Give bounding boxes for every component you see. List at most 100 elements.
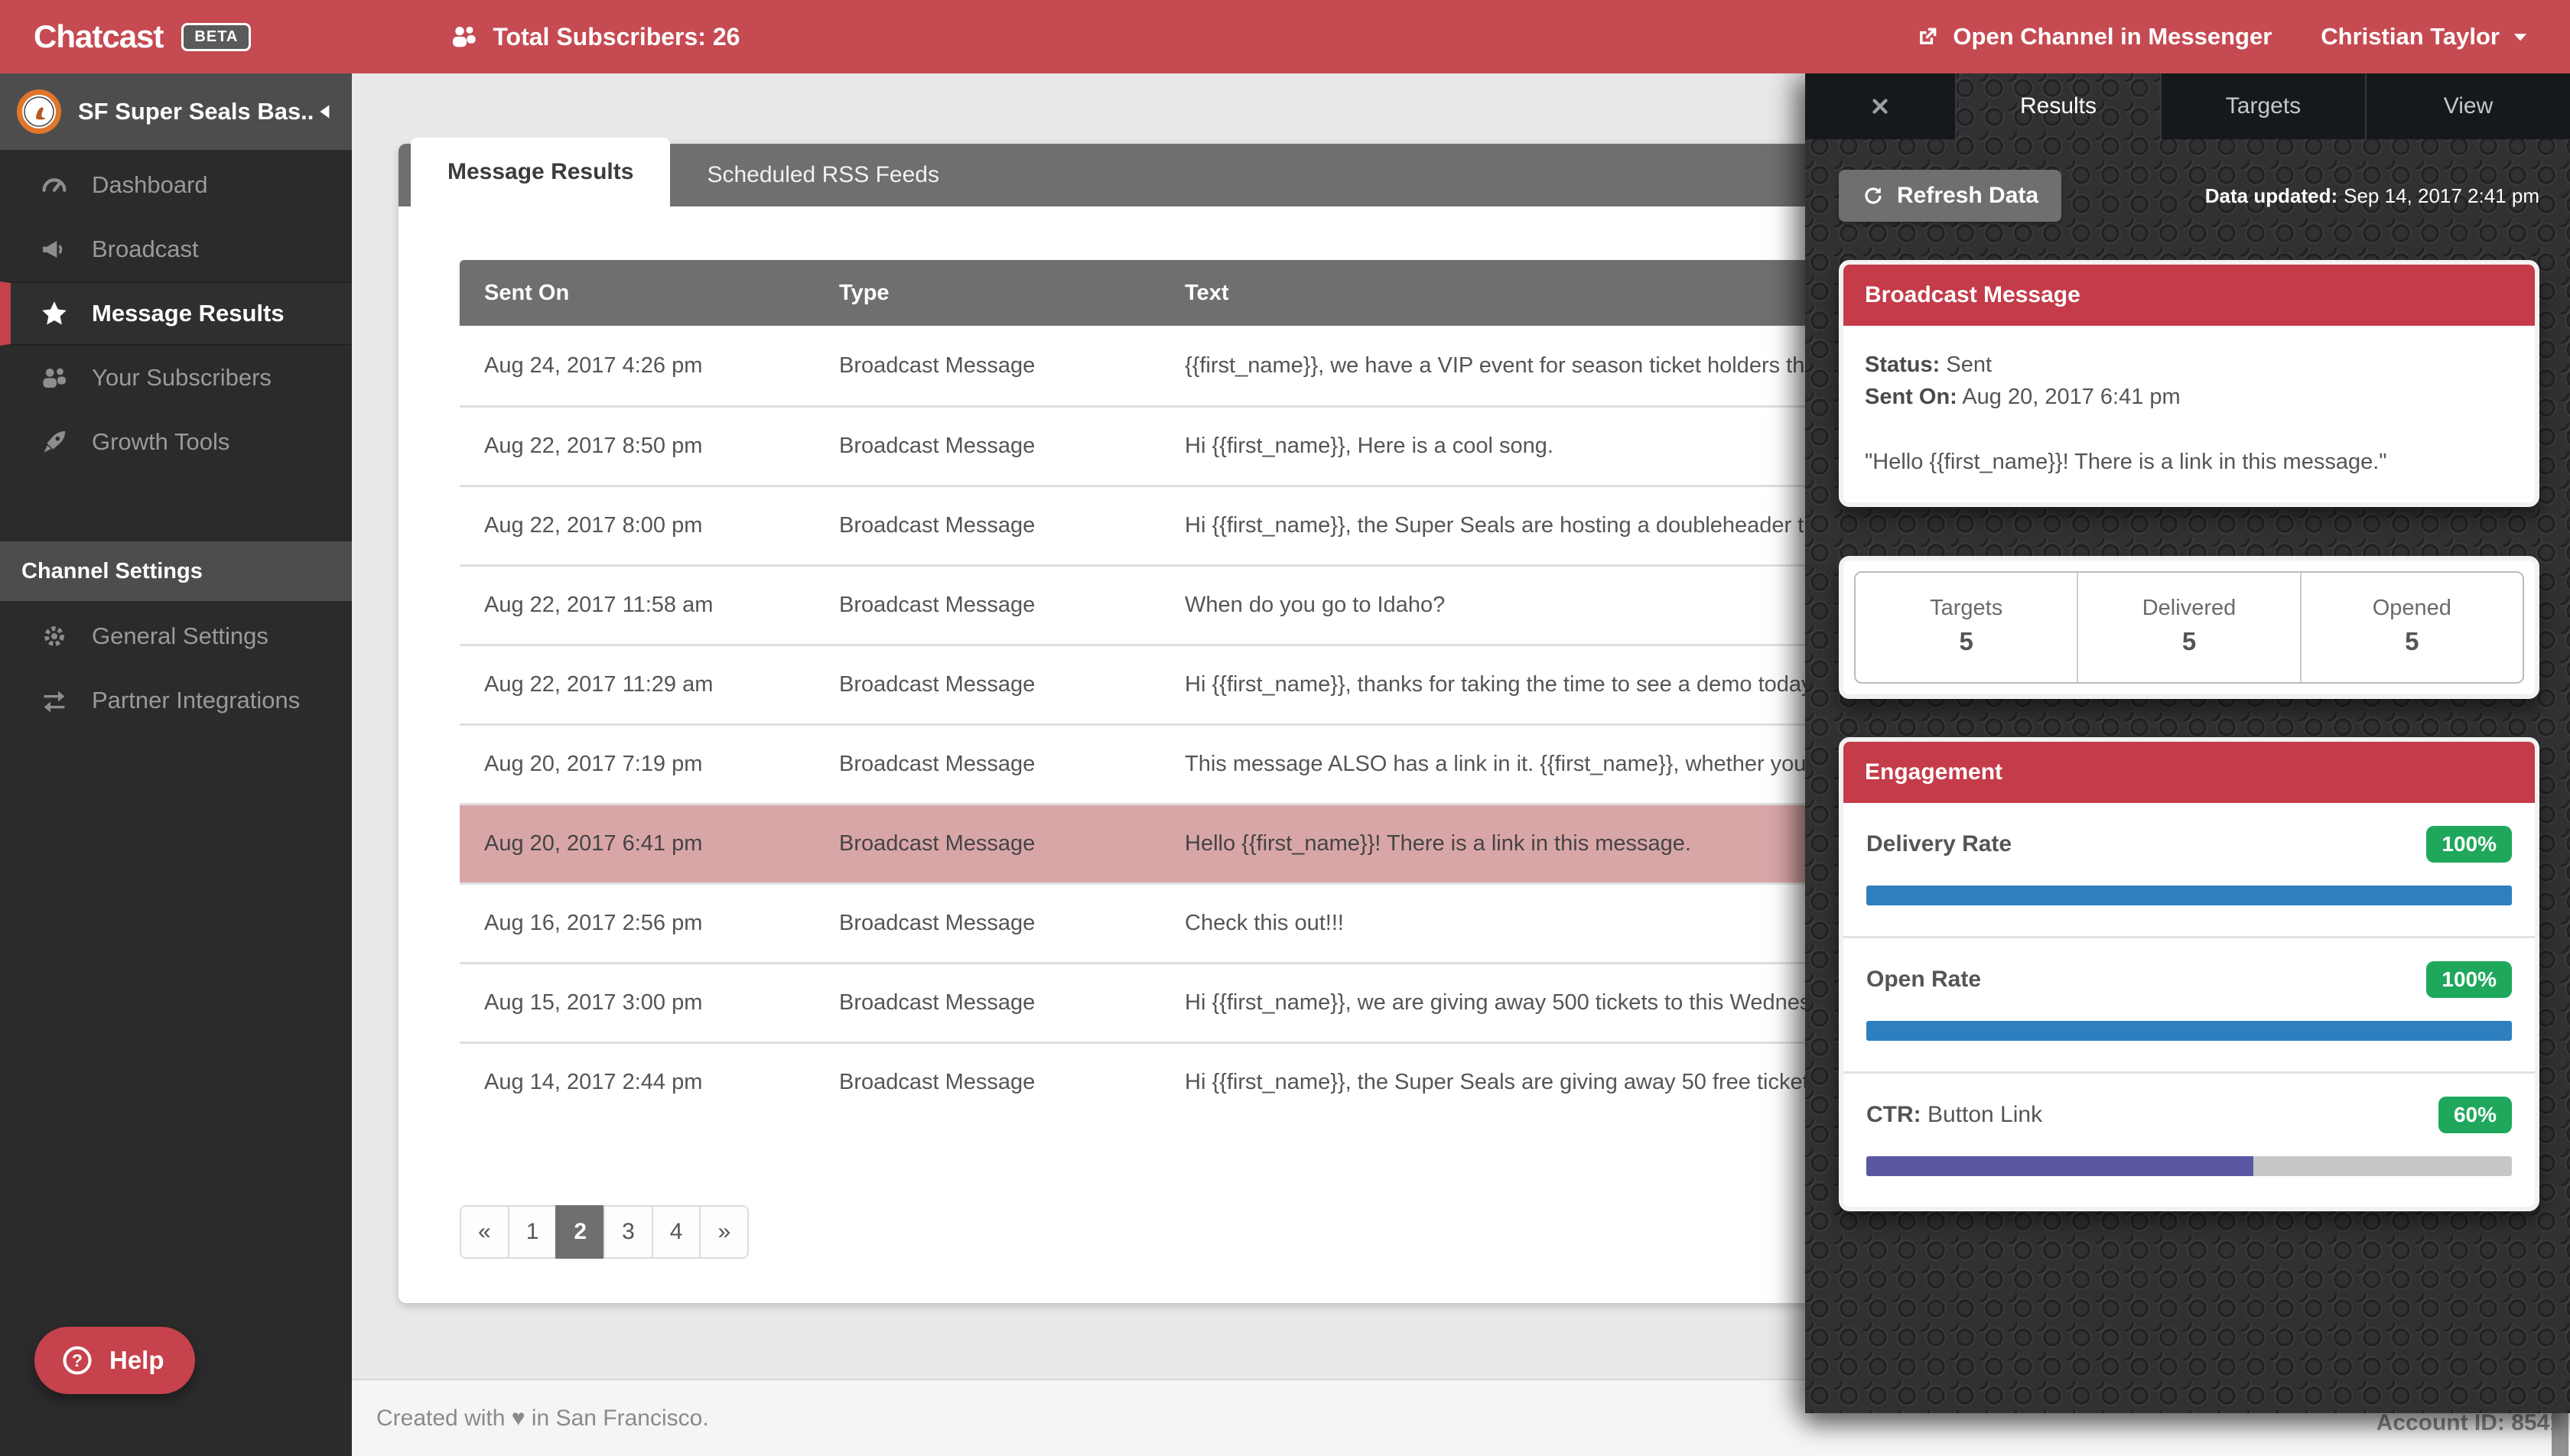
row-type: Broadcast Message [839, 1070, 1036, 1094]
sidebar-item-label: General Settings [92, 622, 268, 649]
sidebar-item-your-subscribers[interactable]: Your Subscribers [0, 346, 352, 410]
tab-scheduled-rss-feeds[interactable]: Scheduled RSS Feeds [707, 162, 939, 187]
row-type: Broadcast Message [839, 513, 1036, 538]
row-text: This message ALSO has a link in it. {{fi… [1185, 752, 1845, 776]
users-group-icon [37, 362, 72, 393]
refresh-data-button[interactable]: Refresh Data [1839, 170, 2062, 222]
metric-badge: 60% [2438, 1097, 2512, 1134]
panel-tab-results[interactable]: Results [1955, 73, 2160, 139]
engagement-metric: CTR: Button Link 60% [1843, 1071, 2535, 1207]
refresh-icon [1862, 184, 1885, 207]
data-updated-value: Sep 14, 2017 2:41 pm [2344, 184, 2539, 207]
total-subscribers-label: Total Subscribers: 26 [493, 22, 740, 50]
close-icon [1869, 95, 1892, 118]
pagination-page-3[interactable]: 3 [603, 1205, 653, 1259]
data-updated: Data updated: Sep 14, 2017 2:41 pm [2205, 184, 2539, 208]
engagement-card-title: Engagement [1843, 742, 2535, 804]
row-type: Broadcast Message [839, 434, 1036, 458]
sidebar-item-message-results[interactable]: Message Results [0, 281, 352, 346]
status-line: Status: Sent [1865, 349, 2513, 381]
refresh-label: Refresh Data [1897, 183, 2039, 208]
panel-tab-targets[interactable]: Targets [2160, 73, 2365, 139]
row-type: Broadcast Message [839, 353, 1036, 378]
sidebar-item-partner-integrations[interactable]: Partner Integrations [0, 668, 352, 733]
sidebar-item-broadcast[interactable]: Broadcast [0, 217, 352, 281]
close-panel-button[interactable] [1805, 73, 1955, 139]
sidebar-item-label: Broadcast [92, 236, 199, 262]
stats-inner: Targets 5 Delivered 5 Opened 5 [1854, 571, 2524, 684]
metric-label: CTR: Button Link [1866, 1102, 2043, 1128]
row-sent-on: Aug 22, 2017 11:29 am [484, 672, 714, 697]
star-icon [37, 298, 72, 329]
rocket-icon [37, 427, 72, 457]
channel-settings-header: Channel Settings [0, 541, 352, 601]
row-sent-on: Aug 24, 2017 4:26 pm [484, 353, 703, 378]
row-text: Hello {{first_name}}! There is a link in… [1185, 831, 1691, 856]
broadcast-message-card: Broadcast Message Status: Sent Sent On: … [1839, 260, 2539, 508]
progress-bar-fill [1866, 886, 2512, 906]
row-sent-on: Aug 16, 2017 2:56 pm [484, 911, 703, 935]
sidebar: SF Super Seals Bas... Dashboard Broadcas… [0, 73, 352, 1456]
row-sent-on: Aug 22, 2017 8:00 pm [484, 513, 703, 538]
metric-badge: 100% [2426, 961, 2512, 999]
row-sent-on: Aug 20, 2017 6:41 pm [484, 831, 703, 856]
tab-message-results[interactable]: Message Results [411, 138, 671, 206]
sidebar-item-general-settings[interactable]: General Settings [0, 604, 352, 668]
chevron-down-icon [2510, 27, 2530, 47]
sidebar-item-label: Message Results [92, 300, 285, 327]
row-text: Hi {{first_name}}, we are giving away 50… [1185, 990, 1836, 1015]
stat-cell: Opened 5 [2299, 573, 2523, 683]
stat-cell: Delivered 5 [2077, 573, 2299, 683]
row-type: Broadcast Message [839, 990, 1036, 1015]
sent-on-line: Sent On: Aug 20, 2017 6:41 pm [1865, 381, 2513, 413]
bullhorn-icon [37, 234, 72, 265]
panel-tab-view[interactable]: View [2365, 73, 2570, 139]
row-type: Broadcast Message [839, 593, 1036, 617]
user-menu[interactable]: Christian Taylor [2321, 23, 2536, 50]
sidebar-item-dashboard[interactable]: Dashboard [0, 153, 352, 217]
sent-on-label: Sent On: [1865, 385, 1957, 410]
progress-bar-fill [1866, 1021, 2512, 1042]
channel-header[interactable]: SF Super Seals Bas... [0, 73, 352, 150]
help-label: Help [109, 1346, 164, 1374]
stats-card: Targets 5 Delivered 5 Opened 5 [1839, 556, 2539, 700]
external-link-icon [1914, 24, 1941, 50]
stat-value: 5 [1959, 627, 1973, 656]
progress-bar [1866, 1021, 2512, 1042]
broadcast-message-card-title: Broadcast Message [1843, 265, 2535, 326]
row-text: Hi {{first_name}}, the Super Seals are h… [1185, 513, 1833, 538]
row-text: When do you go to Idaho? [1185, 593, 1446, 617]
stat-label: Delivered [2142, 596, 2237, 621]
row-text: Hi {{first_name}}, the Super Seals are g… [1185, 1070, 1833, 1094]
gear-icon [37, 621, 72, 652]
pagination-next[interactable]: » [699, 1205, 750, 1259]
pagination-page-1[interactable]: 1 [507, 1205, 558, 1259]
sidebar-item-label: Partner Integrations [92, 687, 301, 713]
sidebar-item-growth-tools[interactable]: Growth Tools [0, 410, 352, 474]
row-type: Broadcast Message [839, 752, 1036, 776]
svg-text:?: ? [72, 1350, 83, 1370]
footer-text: Created with ♥ in San Francisco. [376, 1405, 709, 1431]
row-text: {{first_name}}, we have a VIP event for … [1185, 353, 1842, 378]
pagination-page-4[interactable]: 4 [651, 1205, 701, 1259]
open-channel-label: Open Channel in Messenger [1953, 23, 2272, 50]
beta-badge: BETA [181, 22, 252, 51]
pagination-page-2[interactable]: 2 [555, 1205, 606, 1259]
results-panel: Results Targets View Refresh Data Data u… [1805, 73, 2570, 1413]
channel-name: SF Super Seals Bas... [78, 98, 315, 125]
users-icon [448, 21, 479, 52]
open-channel-button[interactable]: Open Channel in Messenger [1914, 23, 2272, 50]
engagement-metrics: Delivery Rate 100% Open Rate 100% [1843, 803, 2535, 1207]
sidebar-settings-nav: General Settings Partner Integrations [0, 601, 352, 733]
stat-label: Opened [2372, 596, 2451, 621]
channel-avatar [17, 89, 61, 134]
app-logo[interactable]: Chatcast [34, 18, 164, 54]
collapse-sidebar-icon[interactable] [315, 100, 335, 123]
sidebar-item-label: Dashboard [92, 171, 208, 198]
help-button[interactable]: ? Help [34, 1327, 195, 1394]
exchange-arrows-icon [37, 685, 72, 716]
stat-value: 5 [2405, 627, 2419, 656]
pagination-prev[interactable]: « [460, 1205, 509, 1259]
progress-bar [1866, 886, 2512, 906]
row-type: Broadcast Message [839, 672, 1036, 697]
